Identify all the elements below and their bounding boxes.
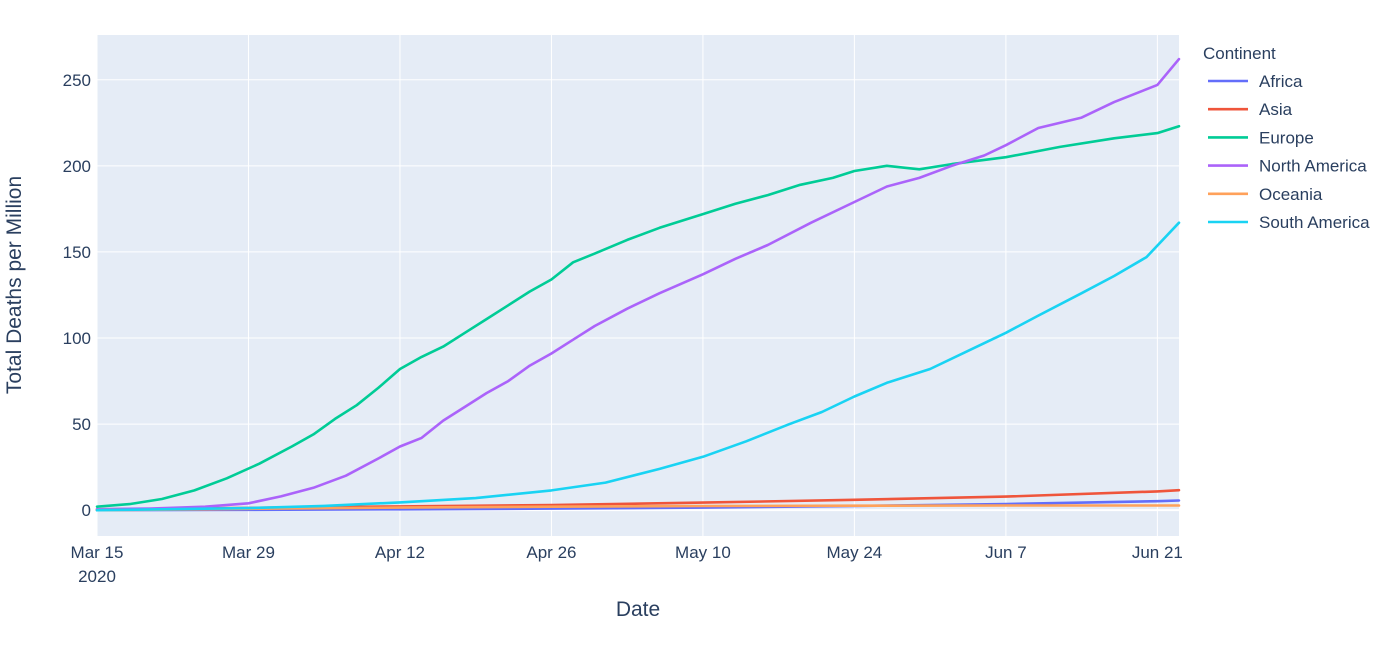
x-tick-label: Jun 7 bbox=[985, 543, 1027, 562]
x-tick-label: Jun 21 bbox=[1132, 543, 1183, 562]
series-lines bbox=[95, 57, 1181, 512]
legend-label-north-america: North America bbox=[1259, 157, 1367, 176]
x-gridlines bbox=[96, 35, 1158, 536]
y-tick-label: 50 bbox=[72, 415, 91, 434]
series-line-south-america bbox=[95, 221, 1181, 512]
plot-background bbox=[97, 35, 1179, 536]
legend-label-south-america: South America bbox=[1259, 213, 1370, 232]
legend-title: Continent bbox=[1203, 44, 1276, 63]
x-tick-label: Mar 29 bbox=[222, 543, 275, 562]
series-line-north-america bbox=[95, 57, 1181, 511]
y-axis-title: Total Deaths per Million bbox=[3, 176, 26, 394]
y-tick-label: 150 bbox=[63, 243, 91, 262]
legend: Continent Africa Asia Europe North America O… bbox=[1203, 44, 1370, 232]
y-axis-ticks: 0 50 100 150 200 250 bbox=[63, 71, 91, 520]
x-tick-label: Mar 15 bbox=[71, 543, 124, 562]
x-axis-ticks: Mar 15 2020 Mar 29 Apr 12 Apr 26 May 10 May 24… bbox=[71, 543, 1183, 586]
x-tick-label: May 24 bbox=[827, 543, 883, 562]
y-tick-label: 100 bbox=[63, 329, 91, 348]
x-tick-label: Apr 26 bbox=[526, 543, 576, 562]
series-line-oceania bbox=[95, 504, 1181, 512]
x-axis-title: Date bbox=[616, 598, 660, 621]
series-line-europe bbox=[95, 124, 1181, 509]
legend-label-asia: Asia bbox=[1259, 100, 1293, 119]
legend-label-oceania: Oceania bbox=[1259, 185, 1323, 204]
y-gridlines bbox=[97, 79, 1179, 425]
y-tick-label: 250 bbox=[63, 71, 91, 90]
legend-label-europe: Europe bbox=[1259, 128, 1314, 147]
x-tick-label: Apr 12 bbox=[375, 543, 425, 562]
y-tick-label: 200 bbox=[63, 157, 91, 176]
x-tick-sublabel: 2020 bbox=[78, 567, 116, 586]
legend-label-africa: Africa bbox=[1259, 72, 1303, 91]
x-tick-label: May 10 bbox=[675, 543, 731, 562]
y-tick-label: 0 bbox=[82, 501, 91, 520]
